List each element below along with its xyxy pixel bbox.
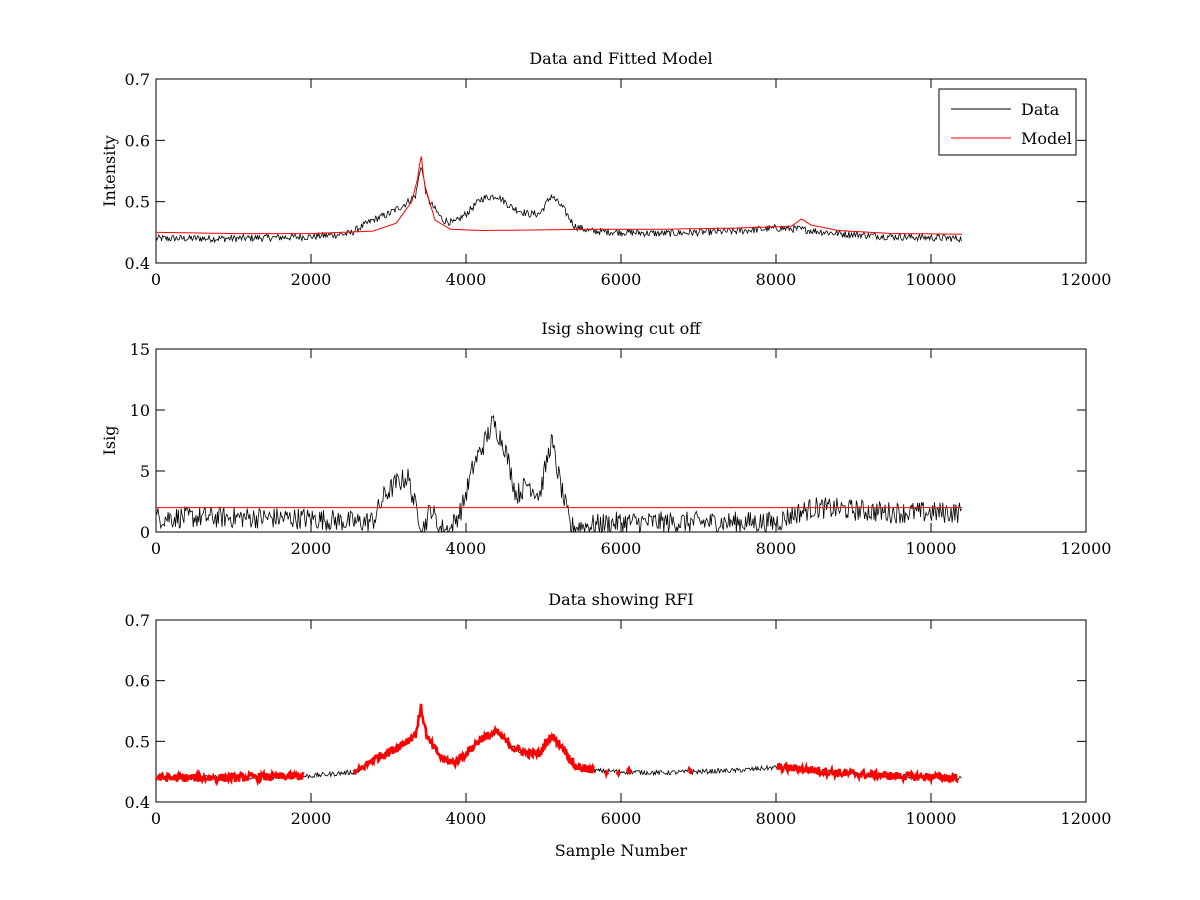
legend-label-data: Data bbox=[1021, 100, 1060, 119]
plot-area bbox=[155, 619, 1087, 803]
legend-label-model: Model bbox=[1021, 129, 1072, 148]
chart-title: Isig showing cut off bbox=[541, 319, 702, 338]
x-tick-label: 12000 bbox=[1061, 539, 1112, 558]
legend: Data Model bbox=[938, 88, 1077, 156]
x-tick-label: 2000 bbox=[291, 539, 332, 558]
x-tick-label: 8000 bbox=[756, 809, 797, 828]
x-tick-label: 4000 bbox=[446, 270, 487, 289]
series-line bbox=[155, 156, 962, 235]
x-tick-label: 6000 bbox=[601, 539, 642, 558]
y-tick-label: 0.7 bbox=[125, 70, 150, 89]
y-tick-label: 0.5 bbox=[125, 193, 150, 212]
rfi-segment bbox=[604, 768, 610, 780]
x-tick-label: 6000 bbox=[601, 270, 642, 289]
series-line bbox=[155, 414, 962, 534]
x-tick-label: 8000 bbox=[756, 270, 797, 289]
y-tick-label: 10 bbox=[130, 401, 150, 420]
rfi-segment bbox=[154, 768, 305, 787]
chart-title: Data showing RFI bbox=[548, 590, 693, 609]
y-tick-label: 5 bbox=[140, 462, 150, 481]
series-line bbox=[155, 166, 962, 244]
x-tick-label: 4000 bbox=[446, 809, 487, 828]
series-isig bbox=[155, 414, 962, 534]
y-tick-label: 15 bbox=[130, 340, 150, 359]
plot-area bbox=[155, 348, 1087, 533]
subplot-3: 0 2000 4000 6000 8000 10000 12000 0.4 0.5 0.6 0.7 D… bbox=[125, 590, 1112, 860]
y-tick-label: 0.5 bbox=[125, 732, 150, 751]
y-tick-label: 0.7 bbox=[125, 611, 150, 630]
subplot-2: 0 2000 4000 6000 8000 10000 12000 0 5 10 15 Isig sh… bbox=[100, 319, 1111, 558]
y-tick-label: 0.6 bbox=[125, 131, 150, 150]
x-tick-label: 2000 bbox=[291, 270, 332, 289]
y-axis-label: Intensity bbox=[100, 135, 119, 207]
x-tick-label: 4000 bbox=[446, 539, 487, 558]
legend-box bbox=[938, 88, 1077, 156]
x-tick-label: 8000 bbox=[756, 539, 797, 558]
rfi-segment bbox=[352, 703, 596, 775]
x-tick-label: 12000 bbox=[1061, 270, 1112, 289]
x-tick-label: 2000 bbox=[291, 809, 332, 828]
y-tick-label: 0.4 bbox=[125, 254, 150, 273]
series-model bbox=[155, 156, 962, 235]
y-axis-label: Isig bbox=[100, 426, 119, 456]
rfi-segment bbox=[687, 765, 693, 775]
y-tick-label: 0.6 bbox=[125, 672, 150, 691]
rfi-segment bbox=[776, 761, 959, 786]
x-tick-label: 0 bbox=[151, 809, 161, 828]
x-tick-label: 0 bbox=[151, 539, 161, 558]
y-tick-label: 0.4 bbox=[125, 793, 150, 812]
x-tick-label: 12000 bbox=[1061, 809, 1112, 828]
x-tick-label: 10000 bbox=[906, 539, 957, 558]
x-tick-label: 10000 bbox=[906, 809, 957, 828]
subplot-1: 0 2000 4000 6000 8000 10000 12000 0.4 0.5 0.6 0.7 D… bbox=[100, 49, 1111, 289]
rfi-segment bbox=[615, 770, 621, 779]
x-tick-label: 10000 bbox=[906, 270, 957, 289]
series-data bbox=[155, 166, 962, 244]
x-axis-label: Sample Number bbox=[555, 841, 688, 860]
x-tick-label: 0 bbox=[151, 270, 161, 289]
y-tick-label: 0 bbox=[140, 523, 150, 542]
chart-title: Data and Fitted Model bbox=[529, 49, 712, 68]
rfi-segment bbox=[625, 765, 632, 775]
x-tick-label: 6000 bbox=[601, 809, 642, 828]
series-rfi bbox=[154, 703, 959, 787]
